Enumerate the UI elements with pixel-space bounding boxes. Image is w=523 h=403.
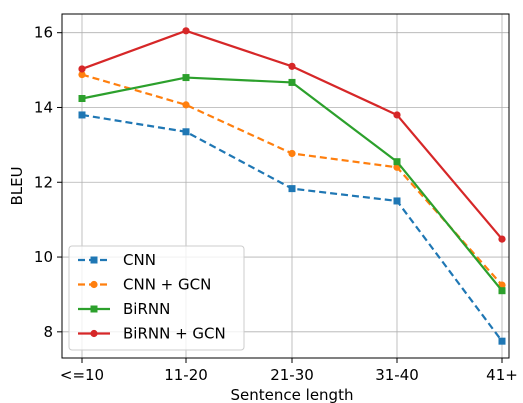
y-tick-label: 16: [34, 24, 53, 42]
data-point: [182, 74, 190, 82]
data-point: [288, 185, 296, 193]
data-point: [393, 111, 401, 119]
legend-marker: [90, 280, 98, 289]
data-point: [78, 70, 86, 79]
x-tick-label: 31-40: [375, 366, 419, 384]
legend-item: CNN + GCN: [78, 276, 211, 294]
data-point: [78, 95, 86, 103]
data-point: [288, 78, 296, 86]
x-tick-label: 11-20: [164, 366, 208, 384]
legend-label: CNN + GCN: [123, 276, 211, 294]
y-axis-label: BLEU: [8, 166, 26, 205]
legend-frame: [68, 245, 245, 351]
series-lines: [78, 27, 506, 345]
series-cnn-gcn: [78, 70, 506, 289]
data-point: [288, 62, 296, 70]
data-point: [182, 128, 190, 136]
legend-item: CNN: [78, 251, 156, 269]
legend: CNN CNN + GCN BiRNN BiRNN + GCN: [68, 245, 245, 351]
data-point: [498, 337, 506, 345]
legend-item: BiRNN + GCN: [78, 325, 226, 343]
data-point: [78, 111, 86, 119]
data-point: [393, 197, 401, 205]
series-birnn: [78, 74, 506, 295]
legend-marker: [90, 329, 98, 338]
data-point: [182, 101, 190, 109]
series-cnn: [78, 111, 506, 345]
data-point: [182, 27, 190, 35]
x-axis-label: Sentence length: [231, 386, 354, 403]
x-tick-label: <=10: [60, 366, 104, 384]
y-tick-label: 14: [34, 98, 53, 116]
data-point: [393, 158, 401, 166]
x-tick-label: 21-30: [270, 366, 314, 384]
series-birnn-gcn: [78, 27, 506, 243]
legend-label: BiRNN: [123, 300, 170, 318]
legend-marker: [90, 256, 98, 264]
legend-label: BiRNN + GCN: [123, 325, 226, 343]
y-tick-label: 10: [34, 248, 53, 266]
x-tick-label: 41+: [486, 366, 518, 384]
axis-ticks: <=10 11-20 21-30 31-40 41+ 8 10 12 14 16: [34, 24, 518, 384]
y-tick-label: 8: [43, 323, 53, 341]
legend-label: CNN: [123, 251, 156, 269]
y-tick-label: 12: [34, 173, 53, 191]
data-point: [78, 65, 86, 73]
data-point: [498, 235, 506, 243]
legend-item: BiRNN: [78, 300, 170, 318]
data-point: [498, 287, 506, 295]
data-point: [288, 149, 296, 158]
plot-frame: [61, 13, 510, 359]
legend-marker: [90, 305, 98, 313]
